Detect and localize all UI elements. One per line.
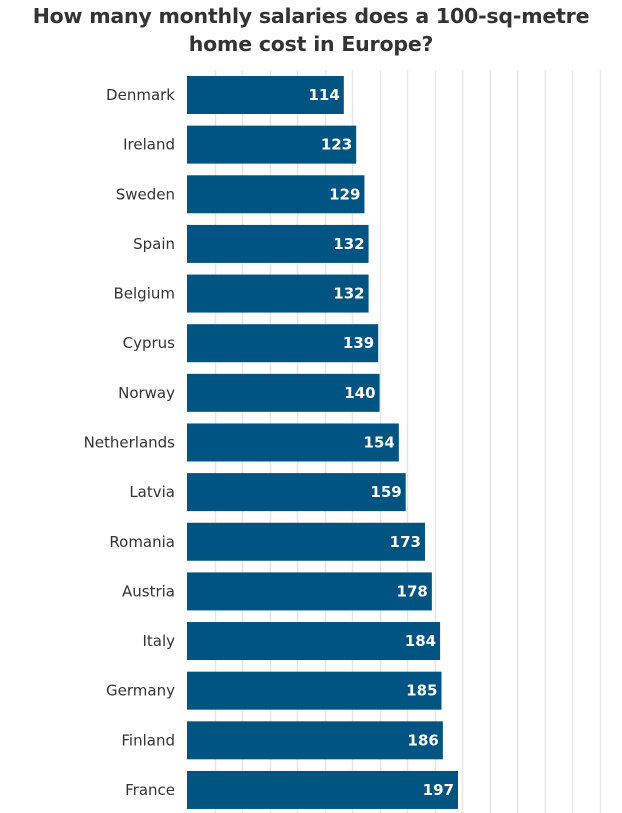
bar-ireland [187, 125, 357, 164]
category-label: Cyprus [123, 334, 176, 352]
value-label: 186 [408, 731, 439, 749]
category-label: Belgium [114, 285, 176, 303]
category-label: France [125, 781, 175, 799]
category-label: Sweden [116, 185, 175, 203]
bar-italy [187, 622, 441, 661]
bar-sweden [187, 175, 365, 214]
value-label: 197 [423, 781, 454, 799]
value-label: 159 [370, 483, 401, 501]
bar-romania [187, 522, 425, 561]
value-label: 139 [343, 334, 374, 352]
value-label: 129 [329, 185, 360, 203]
value-label: 185 [406, 682, 437, 700]
value-label: 184 [405, 632, 436, 650]
category-label: Ireland [123, 136, 175, 154]
bar-norway [187, 373, 380, 412]
value-label: 178 [397, 582, 428, 600]
value-label: 173 [390, 533, 421, 551]
category-label: Denmark [106, 86, 175, 104]
chart-title: How many monthly salaries does a 100-sq-… [32, 4, 590, 56]
bars [187, 76, 458, 809]
bar-netherlands [187, 423, 399, 462]
bar-germany [187, 671, 442, 710]
bar-belgium [187, 274, 369, 313]
value-label: 132 [333, 235, 364, 253]
value-label: 114 [309, 86, 340, 104]
bar-latvia [187, 473, 406, 512]
value-label: 154 [364, 433, 395, 451]
category-label: Spain [133, 235, 175, 253]
bar-cyprus [187, 324, 379, 363]
category-label: Norway [118, 384, 175, 402]
category-label: Romania [109, 533, 175, 551]
value-label: 123 [321, 136, 352, 154]
value-label: 132 [333, 285, 364, 303]
category-label: Latvia [129, 483, 175, 501]
category-label: Austria [122, 582, 175, 600]
bar-france [187, 770, 458, 809]
value-labels: 114 123 129 132 132 139 140 154 159 173 178 184 185 1… [309, 86, 454, 799]
category-labels: Denmark Ireland Sweden Spain Belgium Cyprus No… [84, 86, 176, 799]
category-label: Netherlands [84, 433, 176, 451]
category-label: Italy [142, 632, 175, 650]
bar-spain [187, 224, 369, 263]
category-label: Finland [121, 731, 175, 749]
bar-denmark [187, 76, 344, 114]
category-label: Germany [106, 682, 175, 700]
bar-austria [187, 572, 432, 611]
bar-finland [187, 721, 443, 760]
value-label: 140 [344, 384, 375, 402]
